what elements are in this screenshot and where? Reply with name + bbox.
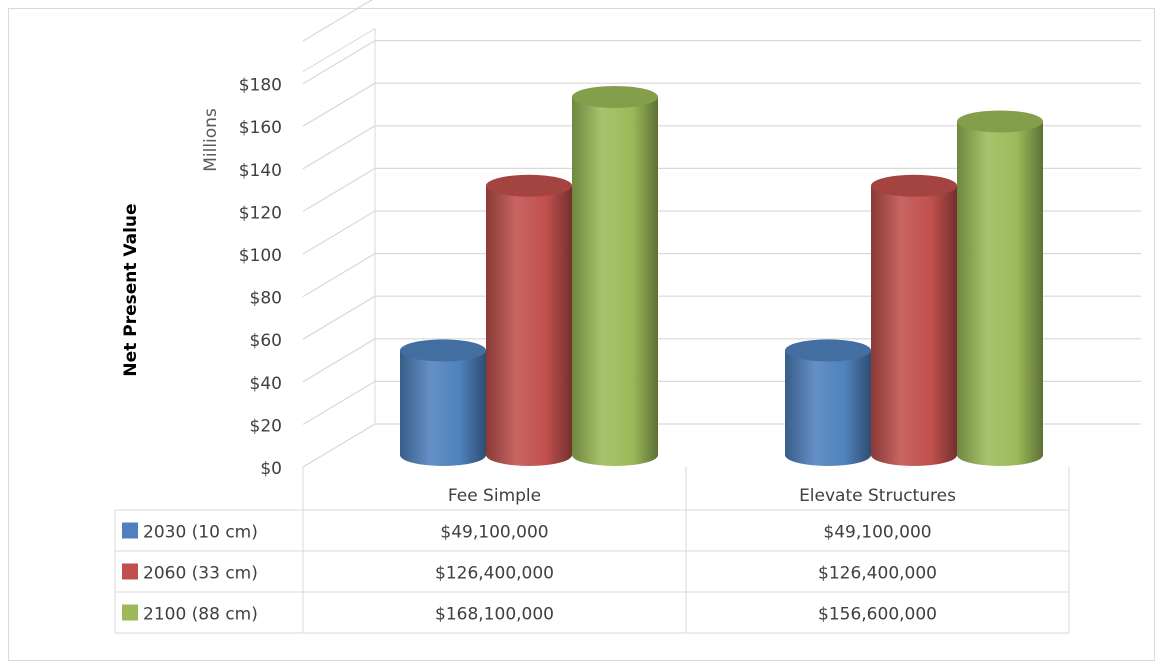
gridline-depth: [302, 210, 376, 255]
legend-label: 2030 (10 cm): [143, 523, 258, 543]
gridline-depth: [302, 0, 373, 42]
y-tick-label: $100: [239, 246, 282, 266]
y-tick-label: $60: [250, 331, 282, 351]
gridline-depth: [302, 338, 376, 383]
bar-2-1: [957, 110, 1043, 466]
y-tick-label: $40: [250, 374, 282, 394]
data-label: $126,400,000: [435, 564, 554, 584]
bar-body: [400, 350, 486, 466]
data-label: $168,100,000: [435, 605, 554, 625]
data-table: Fee Simple Elevate Structures 2030 (10 cm)…: [114, 467, 1070, 634]
bar-body: [957, 121, 1043, 466]
bar-2-0: [572, 85, 658, 467]
bar-body: [785, 350, 871, 466]
y-tick-label: $140: [239, 161, 282, 181]
gridline-depth: [302, 125, 376, 170]
data-label: $49,100,000: [823, 523, 931, 543]
bar-top: [785, 339, 871, 362]
gridline-depth: [302, 82, 376, 127]
y-axis-ticks: $0 $20 $40 $60 $80 $100 $120 $140 $160 $180: [239, 76, 282, 479]
gridline-depth: [302, 423, 376, 468]
legend-swatch: [122, 563, 138, 580]
y-tick-label: $20: [250, 416, 282, 436]
bar-0-1: [785, 339, 871, 466]
bar-top: [572, 85, 658, 108]
legend-label: 2060 (33 cm): [143, 564, 258, 584]
data-label: $49,100,000: [440, 523, 548, 543]
legend-swatch: [122, 604, 138, 621]
y-axis-title: Net Present Value: [121, 203, 141, 376]
gridline-depth: [302, 380, 376, 425]
bar-top: [486, 174, 572, 197]
y-tick-label: $180: [239, 76, 282, 96]
category-label: Fee Simple: [448, 486, 541, 506]
gridline-depth: [302, 40, 376, 85]
data-label: $126,400,000: [818, 564, 937, 584]
y-tick-label: $0: [260, 459, 282, 479]
gridline-depth: [302, 295, 376, 340]
bar-body: [871, 185, 957, 466]
bar-0-0: [400, 339, 486, 466]
legend-swatch: [122, 522, 138, 539]
bar-body: [572, 96, 658, 467]
y-tick-label: $120: [239, 203, 282, 223]
bar-top: [400, 339, 486, 362]
bar-1-0: [486, 174, 572, 466]
gridline-depth: [302, 253, 376, 298]
y-tick-label: $80: [250, 289, 282, 309]
data-label: $156,600,000: [818, 605, 937, 625]
y-unit-label: Millions: [201, 108, 221, 172]
bar-top: [871, 174, 957, 197]
bar-top: [957, 110, 1043, 133]
bar-body: [486, 185, 572, 466]
category-label: Elevate Structures: [799, 486, 956, 506]
bar-1-1: [871, 174, 957, 466]
y-tick-label: $160: [239, 118, 282, 138]
legend-label: 2100 (88 cm): [143, 605, 258, 625]
bars: [400, 85, 1043, 467]
gridline-depth: [302, 167, 376, 212]
